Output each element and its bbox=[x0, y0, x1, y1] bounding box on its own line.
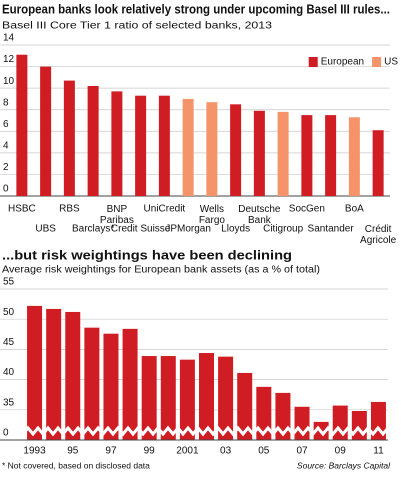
y-tick-label: 50 bbox=[3, 307, 15, 318]
x-tick-label: JPMorgan bbox=[165, 224, 211, 235]
x-tick-label: BoA bbox=[345, 204, 364, 215]
bar bbox=[158, 95, 170, 196]
x-tick-label: Citigroup bbox=[263, 224, 303, 235]
bar bbox=[199, 353, 214, 440]
bar bbox=[237, 372, 253, 440]
axis-break bbox=[21, 425, 390, 437]
bar bbox=[16, 54, 28, 197]
x-tick-label: UniCredit bbox=[144, 204, 186, 215]
x-tick-label: SocGen bbox=[289, 204, 325, 215]
x-tick-label: 2001 bbox=[176, 446, 199, 457]
y-tick-label: 8 bbox=[3, 97, 9, 108]
bar bbox=[206, 102, 218, 196]
x-tick-label: 11 bbox=[373, 446, 384, 457]
bar bbox=[63, 80, 75, 196]
y-tick-label: 40 bbox=[3, 367, 15, 378]
footnote: * Not covered, based on disclosed data bbox=[2, 460, 150, 470]
x-tick-label: 03 bbox=[220, 446, 232, 457]
bar bbox=[103, 333, 119, 440]
legend-label: US bbox=[384, 57, 398, 68]
x-tick-label: Deutsche Bank bbox=[238, 204, 281, 226]
bar bbox=[218, 356, 234, 440]
y-tick-label: 0 bbox=[3, 184, 9, 195]
x-tick-label: 05 bbox=[258, 446, 270, 457]
y-tick-label: 55 bbox=[3, 277, 15, 288]
y-tick-label: 0 bbox=[3, 428, 9, 439]
bar bbox=[332, 405, 348, 440]
bar bbox=[277, 111, 289, 196]
x-tick-label: 99 bbox=[144, 446, 156, 457]
bar bbox=[141, 356, 157, 440]
chart-title: ...but risk weightings have been declini… bbox=[2, 248, 292, 262]
bar bbox=[325, 115, 337, 196]
bar bbox=[111, 91, 123, 196]
x-tick-label: Crédit Agricole bbox=[360, 224, 397, 246]
chart-subtitle: Average risk weightings for European ban… bbox=[2, 265, 320, 276]
y-tick-label: 6 bbox=[3, 119, 9, 130]
legend-swatch bbox=[308, 57, 318, 67]
bar bbox=[253, 110, 265, 196]
x-tick-label: Wells Fargo bbox=[199, 204, 226, 226]
legend-label: European bbox=[321, 57, 364, 68]
y-tick-label: 4 bbox=[3, 140, 9, 151]
bar bbox=[301, 115, 313, 196]
x-tick-label: UBS bbox=[35, 224, 56, 235]
y-tick-label: 35 bbox=[3, 397, 15, 408]
x-tick-label: 07 bbox=[296, 446, 308, 457]
bar bbox=[230, 104, 242, 196]
x-tick-label: 09 bbox=[335, 446, 347, 457]
x-tick-label: BNP Paribas bbox=[100, 204, 134, 226]
bar bbox=[122, 328, 138, 440]
y-tick-label: 45 bbox=[3, 337, 15, 348]
bar bbox=[160, 356, 176, 440]
bar bbox=[135, 95, 147, 196]
y-tick-label: 2 bbox=[3, 162, 9, 173]
y-tick-label: 14 bbox=[3, 33, 15, 44]
bar bbox=[65, 311, 81, 440]
legend-swatch bbox=[372, 57, 382, 67]
y-tick-label: 10 bbox=[3, 76, 15, 87]
x-tick-label: 1993 bbox=[23, 446, 46, 457]
bar bbox=[40, 66, 52, 196]
x-tick-label: Lloyds bbox=[221, 224, 250, 235]
chart-title: European banks look relatively strong un… bbox=[2, 2, 390, 16]
bar bbox=[27, 305, 43, 440]
bar bbox=[348, 117, 360, 196]
bar bbox=[372, 130, 384, 196]
x-tick-label: Barclays* bbox=[72, 224, 114, 235]
x-tick-label: RBS bbox=[59, 204, 80, 215]
x-tick-label: Credit Suisse bbox=[111, 224, 171, 235]
source: Source: Barclays Capital bbox=[297, 460, 391, 470]
x-tick-label: Santander bbox=[308, 224, 355, 235]
bar bbox=[46, 308, 62, 440]
chart-subtitle: Basel III Core Tier 1 ratio of selected … bbox=[2, 21, 273, 32]
x-tick-label: HSBC bbox=[8, 204, 36, 215]
bar bbox=[351, 411, 367, 440]
x-tick-label: 97 bbox=[105, 446, 117, 457]
bar bbox=[182, 98, 194, 196]
bar bbox=[179, 359, 195, 440]
x-tick-label: 95 bbox=[67, 446, 79, 457]
bar bbox=[87, 85, 99, 196]
bar bbox=[84, 327, 100, 440]
y-tick-label: 12 bbox=[3, 54, 15, 65]
